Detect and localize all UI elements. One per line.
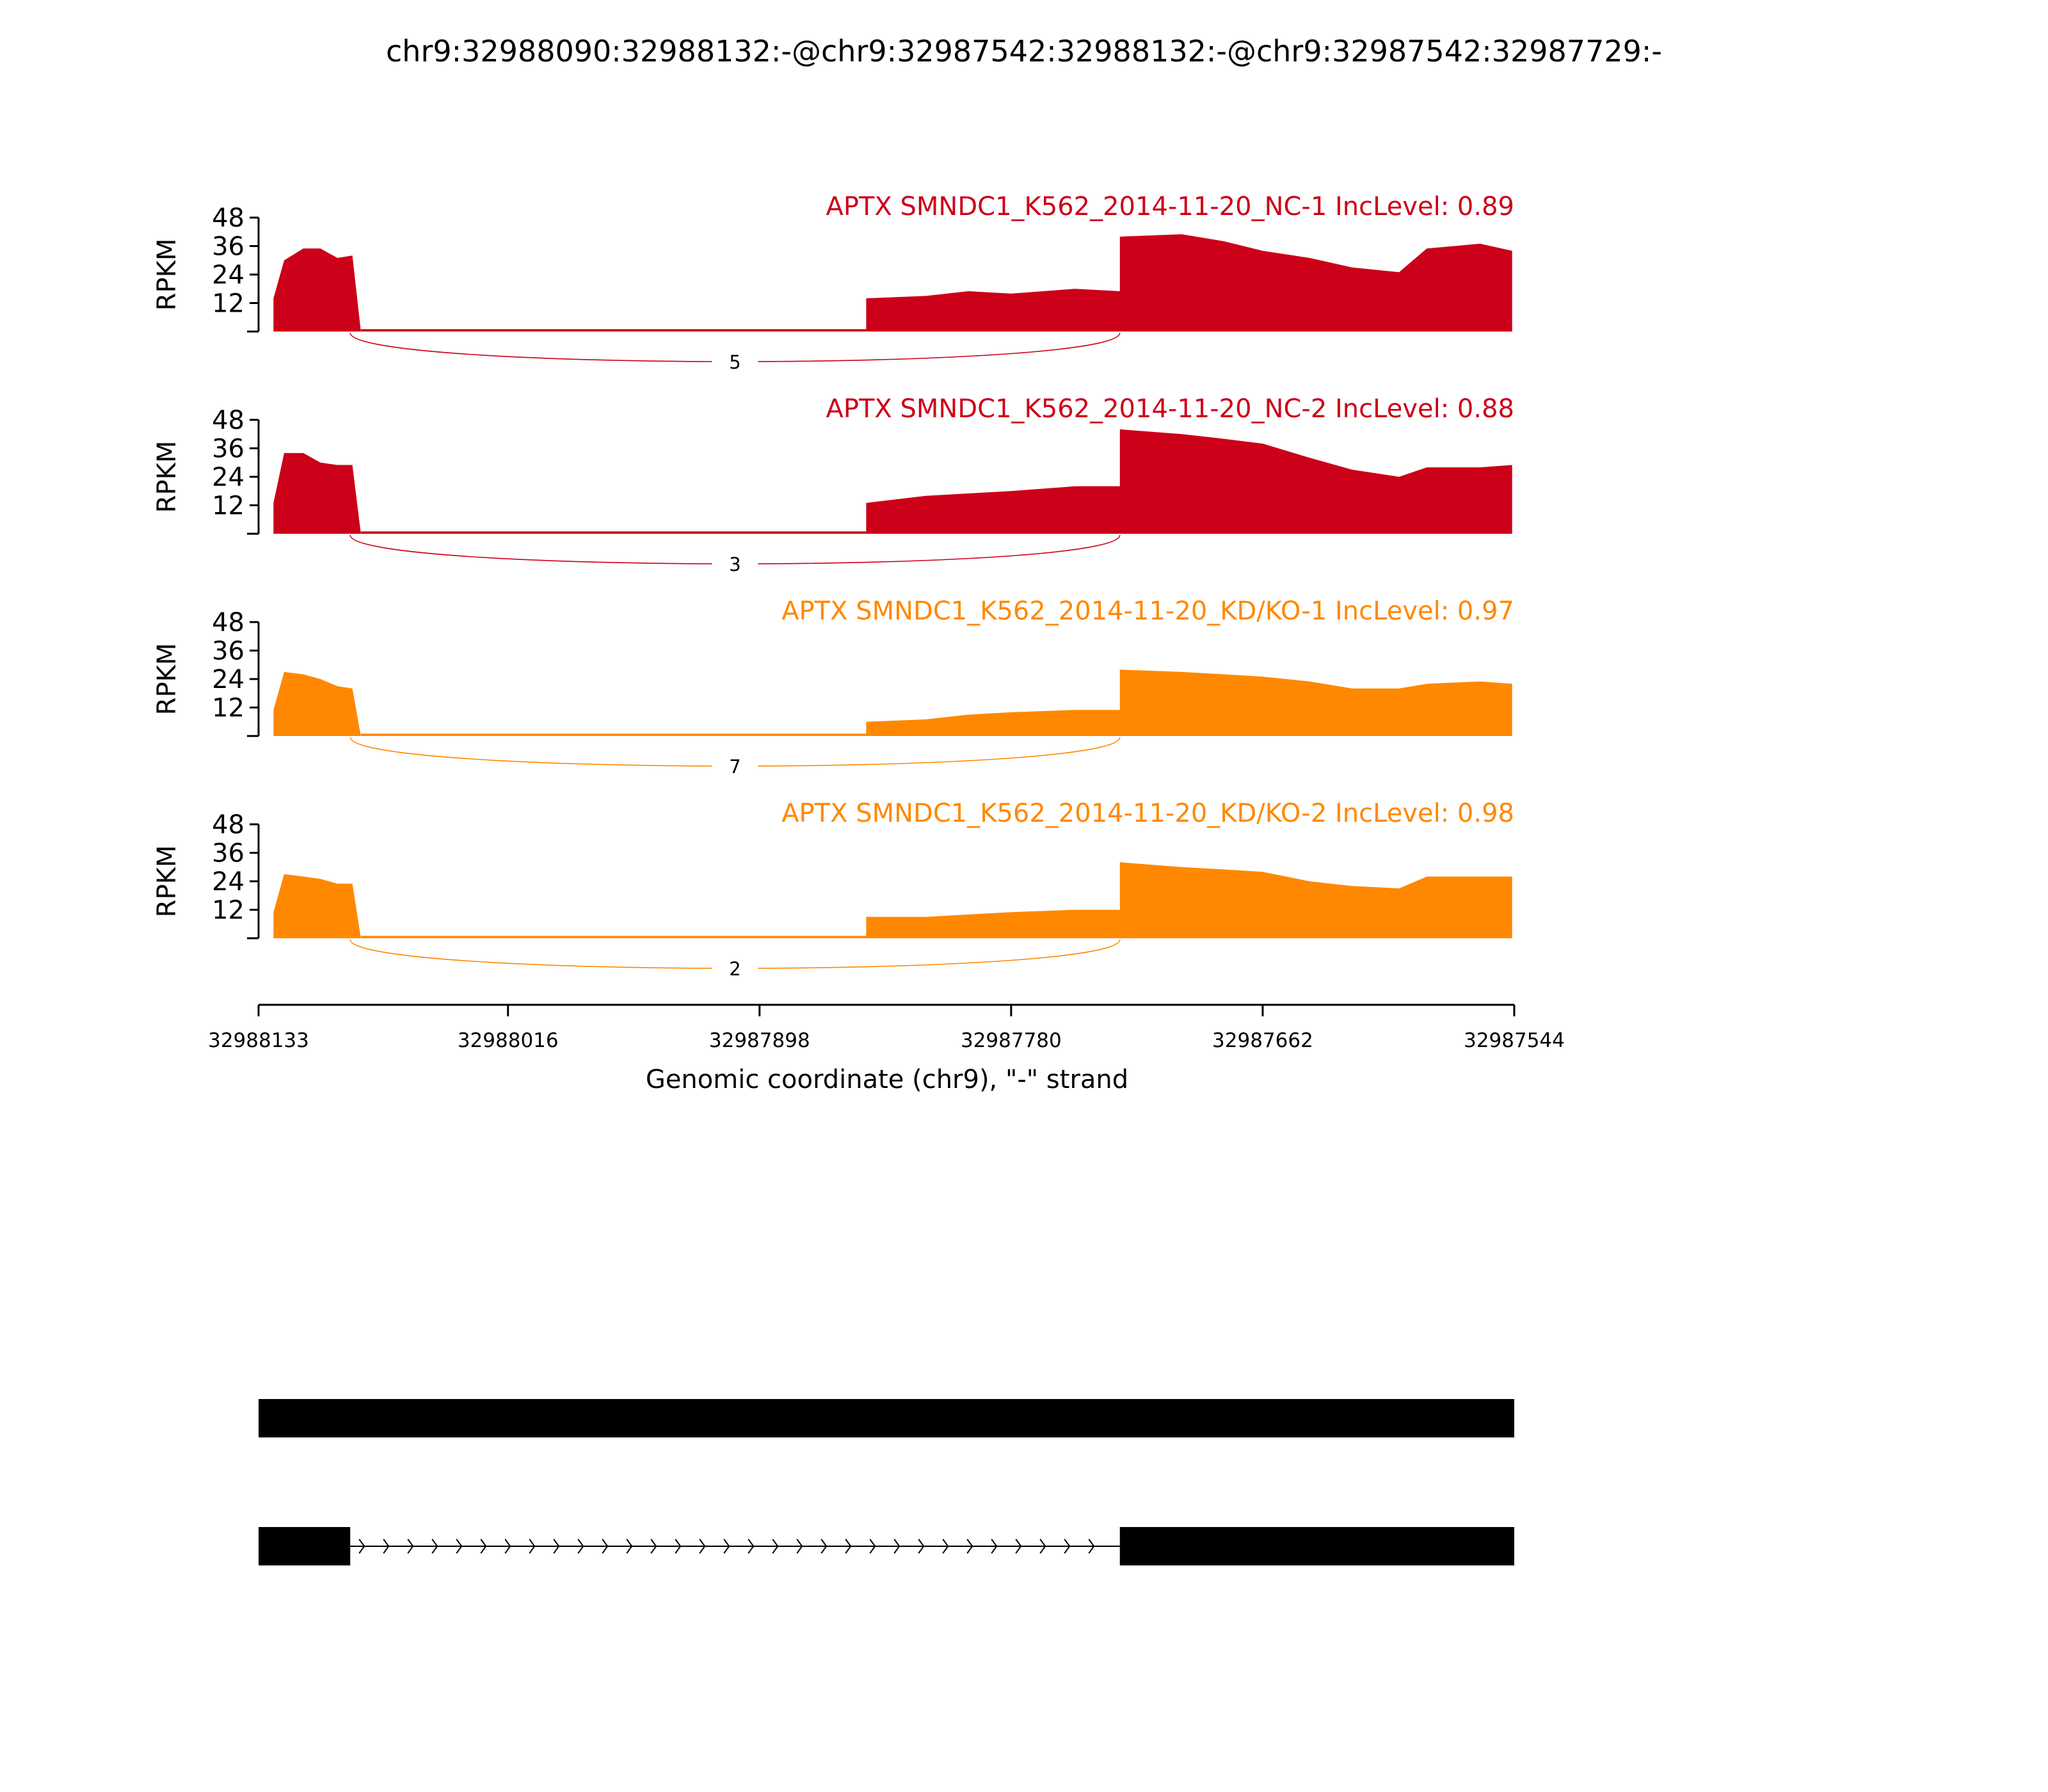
junction-count: 7 xyxy=(729,756,740,778)
strand-chevron xyxy=(553,1539,560,1554)
exon-block xyxy=(259,1527,351,1565)
strand-chevron xyxy=(626,1539,633,1554)
y-tick-label: 24 xyxy=(212,260,244,290)
y-tick-label: 36 xyxy=(212,232,244,262)
coverage-area xyxy=(273,234,1514,332)
strand-chevron xyxy=(918,1539,925,1554)
strand-chevron xyxy=(504,1539,511,1554)
strand-chevron xyxy=(723,1539,730,1554)
exon-block xyxy=(1119,1527,1514,1565)
y-tick-label: 48 xyxy=(212,406,244,435)
junction-count: 3 xyxy=(729,554,740,575)
gene-models xyxy=(259,1399,1514,1565)
strand-chevron xyxy=(407,1539,414,1554)
chart-title: chr9:32988090:32988132:-@chr9:32987542:3… xyxy=(386,34,1662,68)
strand-chevron xyxy=(602,1539,609,1554)
strand-chevron xyxy=(1064,1539,1071,1554)
x-tick-label: 32987780 xyxy=(961,1029,1062,1052)
strand-chevron xyxy=(675,1539,682,1554)
x-tick-label: 32988133 xyxy=(208,1029,309,1052)
strand-chevron xyxy=(1088,1539,1095,1554)
strand-chevron xyxy=(991,1539,998,1554)
y-tick-label: 24 xyxy=(212,665,244,694)
strand-chevron xyxy=(431,1539,438,1554)
strand-chevron xyxy=(1039,1539,1046,1554)
junction-count: 2 xyxy=(729,958,740,980)
track-label: APTX SMNDC1_K562_2014-11-20_KD/KO-2 IncL… xyxy=(781,799,1514,828)
y-tick-label: 24 xyxy=(212,463,244,492)
intron-coverage xyxy=(360,733,867,736)
strand-chevron xyxy=(383,1539,390,1554)
y-tick-label: 12 xyxy=(212,289,244,319)
y-tick-label: 36 xyxy=(212,839,244,868)
track-label: APTX SMNDC1_K562_2014-11-20_NC-1 IncLeve… xyxy=(826,192,1514,221)
y-tick-label: 36 xyxy=(212,637,244,666)
strand-chevron xyxy=(1015,1539,1022,1554)
junction-label-bg xyxy=(712,550,758,573)
y-tick-label: 12 xyxy=(212,492,244,521)
y-axis-label: RPKM xyxy=(152,239,182,311)
coverage-area xyxy=(273,862,1514,938)
junction-label-bg xyxy=(712,348,758,371)
intron-coverage xyxy=(360,531,867,534)
intron-coverage xyxy=(360,936,867,938)
x-tick-label: 32987898 xyxy=(709,1029,810,1052)
strand-chevron xyxy=(796,1539,803,1554)
strand-chevron xyxy=(772,1539,779,1554)
strand-chevron xyxy=(893,1539,900,1554)
strand-chevron xyxy=(456,1539,463,1554)
strand-chevron xyxy=(529,1539,536,1554)
y-tick-label: 36 xyxy=(212,435,244,464)
strand-chevron xyxy=(845,1539,852,1554)
x-tick-label: 32988016 xyxy=(458,1029,559,1052)
strand-chevron xyxy=(650,1539,657,1554)
strand-chevron xyxy=(748,1539,755,1554)
y-tick-label: 24 xyxy=(212,867,244,897)
y-tick-label: 48 xyxy=(212,204,244,233)
junction-label-bg xyxy=(712,753,758,776)
intron-coverage xyxy=(360,329,867,332)
isoform-1 xyxy=(259,1399,1514,1437)
y-tick-label: 48 xyxy=(212,810,244,840)
exon-block xyxy=(259,1399,1514,1437)
y-axis-label: RPKM xyxy=(152,845,182,918)
strand-chevron xyxy=(577,1539,584,1554)
y-axis-label: RPKM xyxy=(152,441,182,513)
y-tick-label: 12 xyxy=(212,694,244,723)
isoform-2 xyxy=(259,1527,1514,1565)
y-tick-label: 48 xyxy=(212,608,244,637)
x-tick-label: 32987544 xyxy=(1464,1029,1565,1052)
x-axis: 32988133 32988016 32987898 32987780 32987662… xyxy=(208,1004,1565,1052)
strand-chevron xyxy=(869,1539,876,1554)
strand-chevron xyxy=(966,1539,973,1554)
junction-label-bg xyxy=(712,955,758,978)
coverage-area xyxy=(273,669,1514,736)
track-label: APTX SMNDC1_K562_2014-11-20_NC-2 IncLeve… xyxy=(826,394,1514,424)
x-axis-label: Genomic coordinate (chr9), "-" strand xyxy=(646,1065,1128,1094)
junction-count: 5 xyxy=(729,351,740,373)
coverage-area xyxy=(273,429,1514,534)
strand-chevron xyxy=(699,1539,706,1554)
strand-chevron xyxy=(820,1539,828,1554)
x-tick-label: 32987662 xyxy=(1212,1029,1313,1052)
strand-chevron xyxy=(480,1539,487,1554)
track-label: APTX SMNDC1_K562_2014-11-20_KD/KO-1 IncL… xyxy=(781,596,1514,626)
y-axis-label: RPKM xyxy=(152,643,182,716)
y-tick-label: 12 xyxy=(212,896,244,925)
strand-chevron xyxy=(358,1539,365,1554)
strand-chevron xyxy=(942,1539,949,1554)
